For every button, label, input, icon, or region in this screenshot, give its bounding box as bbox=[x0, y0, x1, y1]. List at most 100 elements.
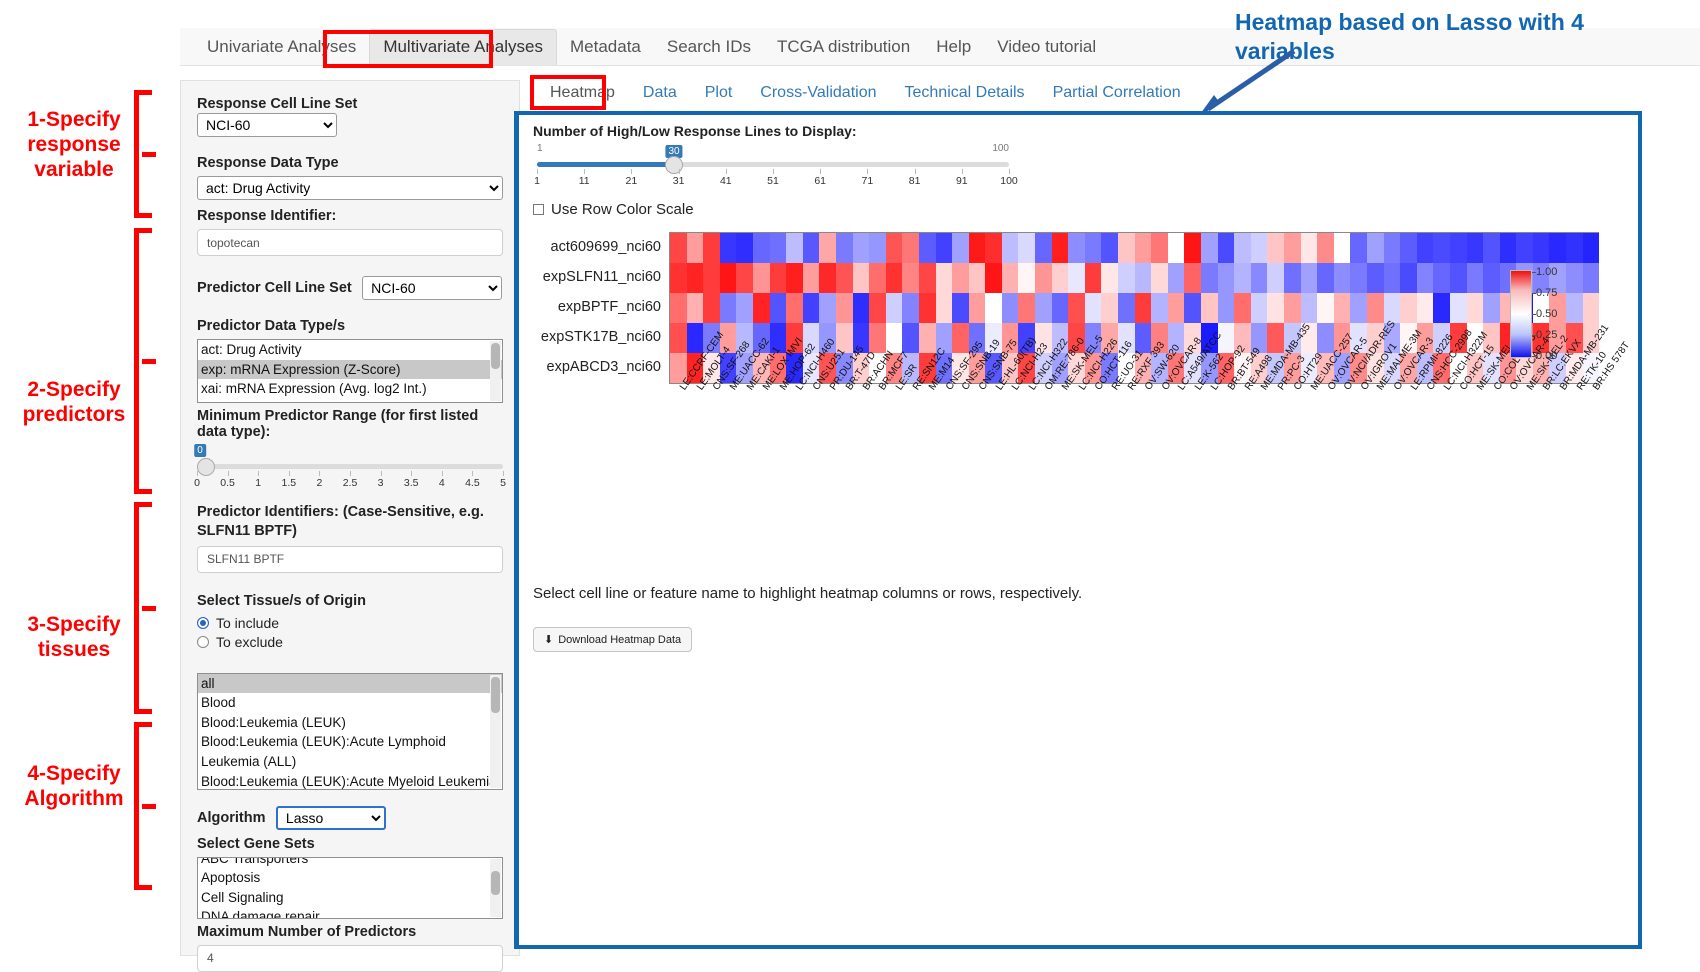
heatmap-cell[interactable] bbox=[1466, 293, 1484, 323]
heatmap-cell[interactable] bbox=[1134, 263, 1152, 293]
heatmap-cell[interactable] bbox=[752, 233, 770, 263]
heatmap-cell[interactable] bbox=[769, 353, 787, 383]
heatmap-cell[interactable] bbox=[1250, 293, 1268, 323]
heatmap-cell[interactable] bbox=[786, 323, 803, 353]
heatmap-cell[interactable] bbox=[1084, 233, 1102, 263]
list-item[interactable]: xai: mRNA Expression (Avg. log2 Int.) bbox=[201, 381, 427, 397]
response-cell-line-set-select[interactable]: NCI-60 bbox=[197, 113, 337, 137]
heatmap-cell[interactable] bbox=[1466, 353, 1484, 383]
tab-cross-validation[interactable]: Cross-Validation bbox=[760, 84, 877, 101]
list-item[interactable]: Blood:Leukemia (LEUK):Acute Myeloid Leuk… bbox=[201, 773, 497, 789]
heatmap-cell[interactable] bbox=[869, 233, 886, 263]
heatmap-cell[interactable] bbox=[1466, 323, 1484, 353]
heatmap-cell[interactable] bbox=[736, 353, 753, 383]
heatmap-cell[interactable] bbox=[703, 323, 720, 353]
heatmap-cell[interactable] bbox=[918, 263, 936, 293]
heatmap-cell[interactable] bbox=[802, 323, 820, 353]
listbox-scrollbar[interactable] bbox=[490, 858, 501, 917]
heatmap-cell[interactable] bbox=[670, 293, 687, 323]
heatmap-row-label[interactable]: act609699_nci60 bbox=[550, 239, 661, 255]
heatmap-cell[interactable] bbox=[1499, 353, 1517, 383]
heatmap-cell[interactable] bbox=[1383, 293, 1401, 323]
heatmap-cell[interactable] bbox=[786, 293, 803, 323]
heatmap-cell[interactable] bbox=[1001, 293, 1019, 323]
heatmap-cell[interactable] bbox=[869, 353, 886, 383]
heatmap-cell[interactable] bbox=[1416, 263, 1434, 293]
heatmap-cell[interactable] bbox=[1234, 293, 1251, 323]
heatmap-cell[interactable] bbox=[1300, 353, 1318, 383]
heatmap-cell[interactable] bbox=[852, 263, 870, 293]
heatmap-cell[interactable] bbox=[1549, 323, 1567, 353]
heatmap-cell[interactable] bbox=[686, 263, 704, 293]
heatmap-cell[interactable] bbox=[852, 233, 870, 263]
heatmap-cell[interactable] bbox=[1549, 293, 1567, 323]
heatmap-cell[interactable] bbox=[1035, 233, 1052, 263]
heatmap-cell[interactable] bbox=[719, 263, 737, 293]
heatmap-cell[interactable] bbox=[1084, 263, 1102, 293]
heatmap-cell[interactable] bbox=[1068, 323, 1085, 353]
heatmap-cell[interactable] bbox=[1201, 323, 1218, 353]
heatmap-cell[interactable] bbox=[1201, 233, 1218, 263]
heatmap-cell[interactable] bbox=[1400, 353, 1417, 383]
nav-item-tcga-distribution[interactable]: TCGA distribution bbox=[776, 36, 911, 56]
nav-item-help[interactable]: Help bbox=[936, 36, 972, 56]
heatmap-cell[interactable] bbox=[1134, 233, 1152, 263]
heatmap-cell[interactable] bbox=[1234, 233, 1251, 263]
max-predictors-input[interactable] bbox=[197, 944, 503, 972]
heatmap-cell[interactable] bbox=[1383, 263, 1401, 293]
heatmap-cell[interactable] bbox=[1366, 293, 1384, 323]
heatmap-cell[interactable] bbox=[752, 263, 770, 293]
heatmap-cell[interactable] bbox=[1101, 263, 1119, 293]
heatmap-cell[interactable] bbox=[1317, 323, 1334, 353]
heatmap-cell[interactable] bbox=[885, 353, 903, 383]
heatmap-cell[interactable] bbox=[935, 353, 953, 383]
nav-item-video-tutorial[interactable]: Video tutorial bbox=[997, 36, 1097, 56]
heatmap-cell[interactable] bbox=[935, 233, 953, 263]
list-item[interactable]: Apoptosis bbox=[201, 870, 261, 886]
heatmap-cell[interactable] bbox=[1333, 353, 1351, 383]
heatmap-cell[interactable] bbox=[1532, 263, 1550, 293]
heatmap-cell[interactable] bbox=[1416, 353, 1434, 383]
heatmap-cell[interactable] bbox=[1001, 263, 1019, 293]
list-item[interactable]: Blood:Leukemia (LEUK):Acute Lymphoid Leu… bbox=[201, 734, 446, 769]
heatmap-cell[interactable] bbox=[1167, 353, 1185, 383]
heatmap-cell[interactable] bbox=[1134, 353, 1152, 383]
heatmap-cell[interactable] bbox=[918, 353, 936, 383]
heatmap-cell[interactable] bbox=[902, 233, 919, 263]
heatmap-cell[interactable] bbox=[1300, 233, 1318, 263]
heatmap-cell[interactable] bbox=[736, 233, 753, 263]
heatmap-cell[interactable] bbox=[1532, 233, 1550, 263]
heatmap-cell[interactable] bbox=[1333, 233, 1351, 263]
list-item[interactable]: act: Drug Activity bbox=[201, 342, 302, 357]
heatmap-cell[interactable] bbox=[869, 293, 886, 323]
heatmap-cell[interactable] bbox=[1201, 263, 1218, 293]
heatmap-cell[interactable] bbox=[769, 233, 787, 263]
heatmap-cell[interactable] bbox=[1483, 263, 1500, 293]
heatmap-cell[interactable] bbox=[869, 263, 886, 293]
heatmap-cell[interactable] bbox=[769, 263, 787, 293]
heatmap-cell[interactable] bbox=[1118, 353, 1135, 383]
response-data-type-select[interactable]: act: Drug Activity bbox=[197, 176, 503, 200]
heatmap-cell[interactable] bbox=[935, 293, 953, 323]
heatmap-cell[interactable] bbox=[835, 323, 853, 353]
heatmap-cell[interactable] bbox=[819, 323, 836, 353]
heatmap-cell[interactable] bbox=[1283, 323, 1301, 353]
heatmap-cell[interactable] bbox=[1101, 293, 1119, 323]
heatmap-cell[interactable] bbox=[1151, 323, 1168, 353]
heatmap-cell[interactable] bbox=[1084, 293, 1102, 323]
heatmap-cell[interactable] bbox=[1317, 353, 1334, 383]
heatmap-cell[interactable] bbox=[1566, 263, 1583, 293]
heatmap-cell[interactable] bbox=[1001, 323, 1019, 353]
heatmap-cell[interactable] bbox=[769, 323, 787, 353]
heatmap-cell[interactable] bbox=[1217, 353, 1235, 383]
heatmap-cell[interactable] bbox=[1317, 293, 1334, 323]
heatmap-cell[interactable] bbox=[918, 293, 936, 323]
heatmap-cell[interactable] bbox=[1234, 263, 1251, 293]
heatmap-cell[interactable] bbox=[1035, 263, 1052, 293]
heatmap-cell[interactable] bbox=[1217, 263, 1235, 293]
heatmap-cell[interactable] bbox=[703, 233, 720, 263]
heatmap-cell[interactable] bbox=[1151, 233, 1168, 263]
heatmap-cell[interactable] bbox=[1582, 263, 1600, 293]
heatmap-cell[interactable] bbox=[935, 263, 953, 293]
nav-item-metadata[interactable]: Metadata bbox=[570, 36, 641, 56]
